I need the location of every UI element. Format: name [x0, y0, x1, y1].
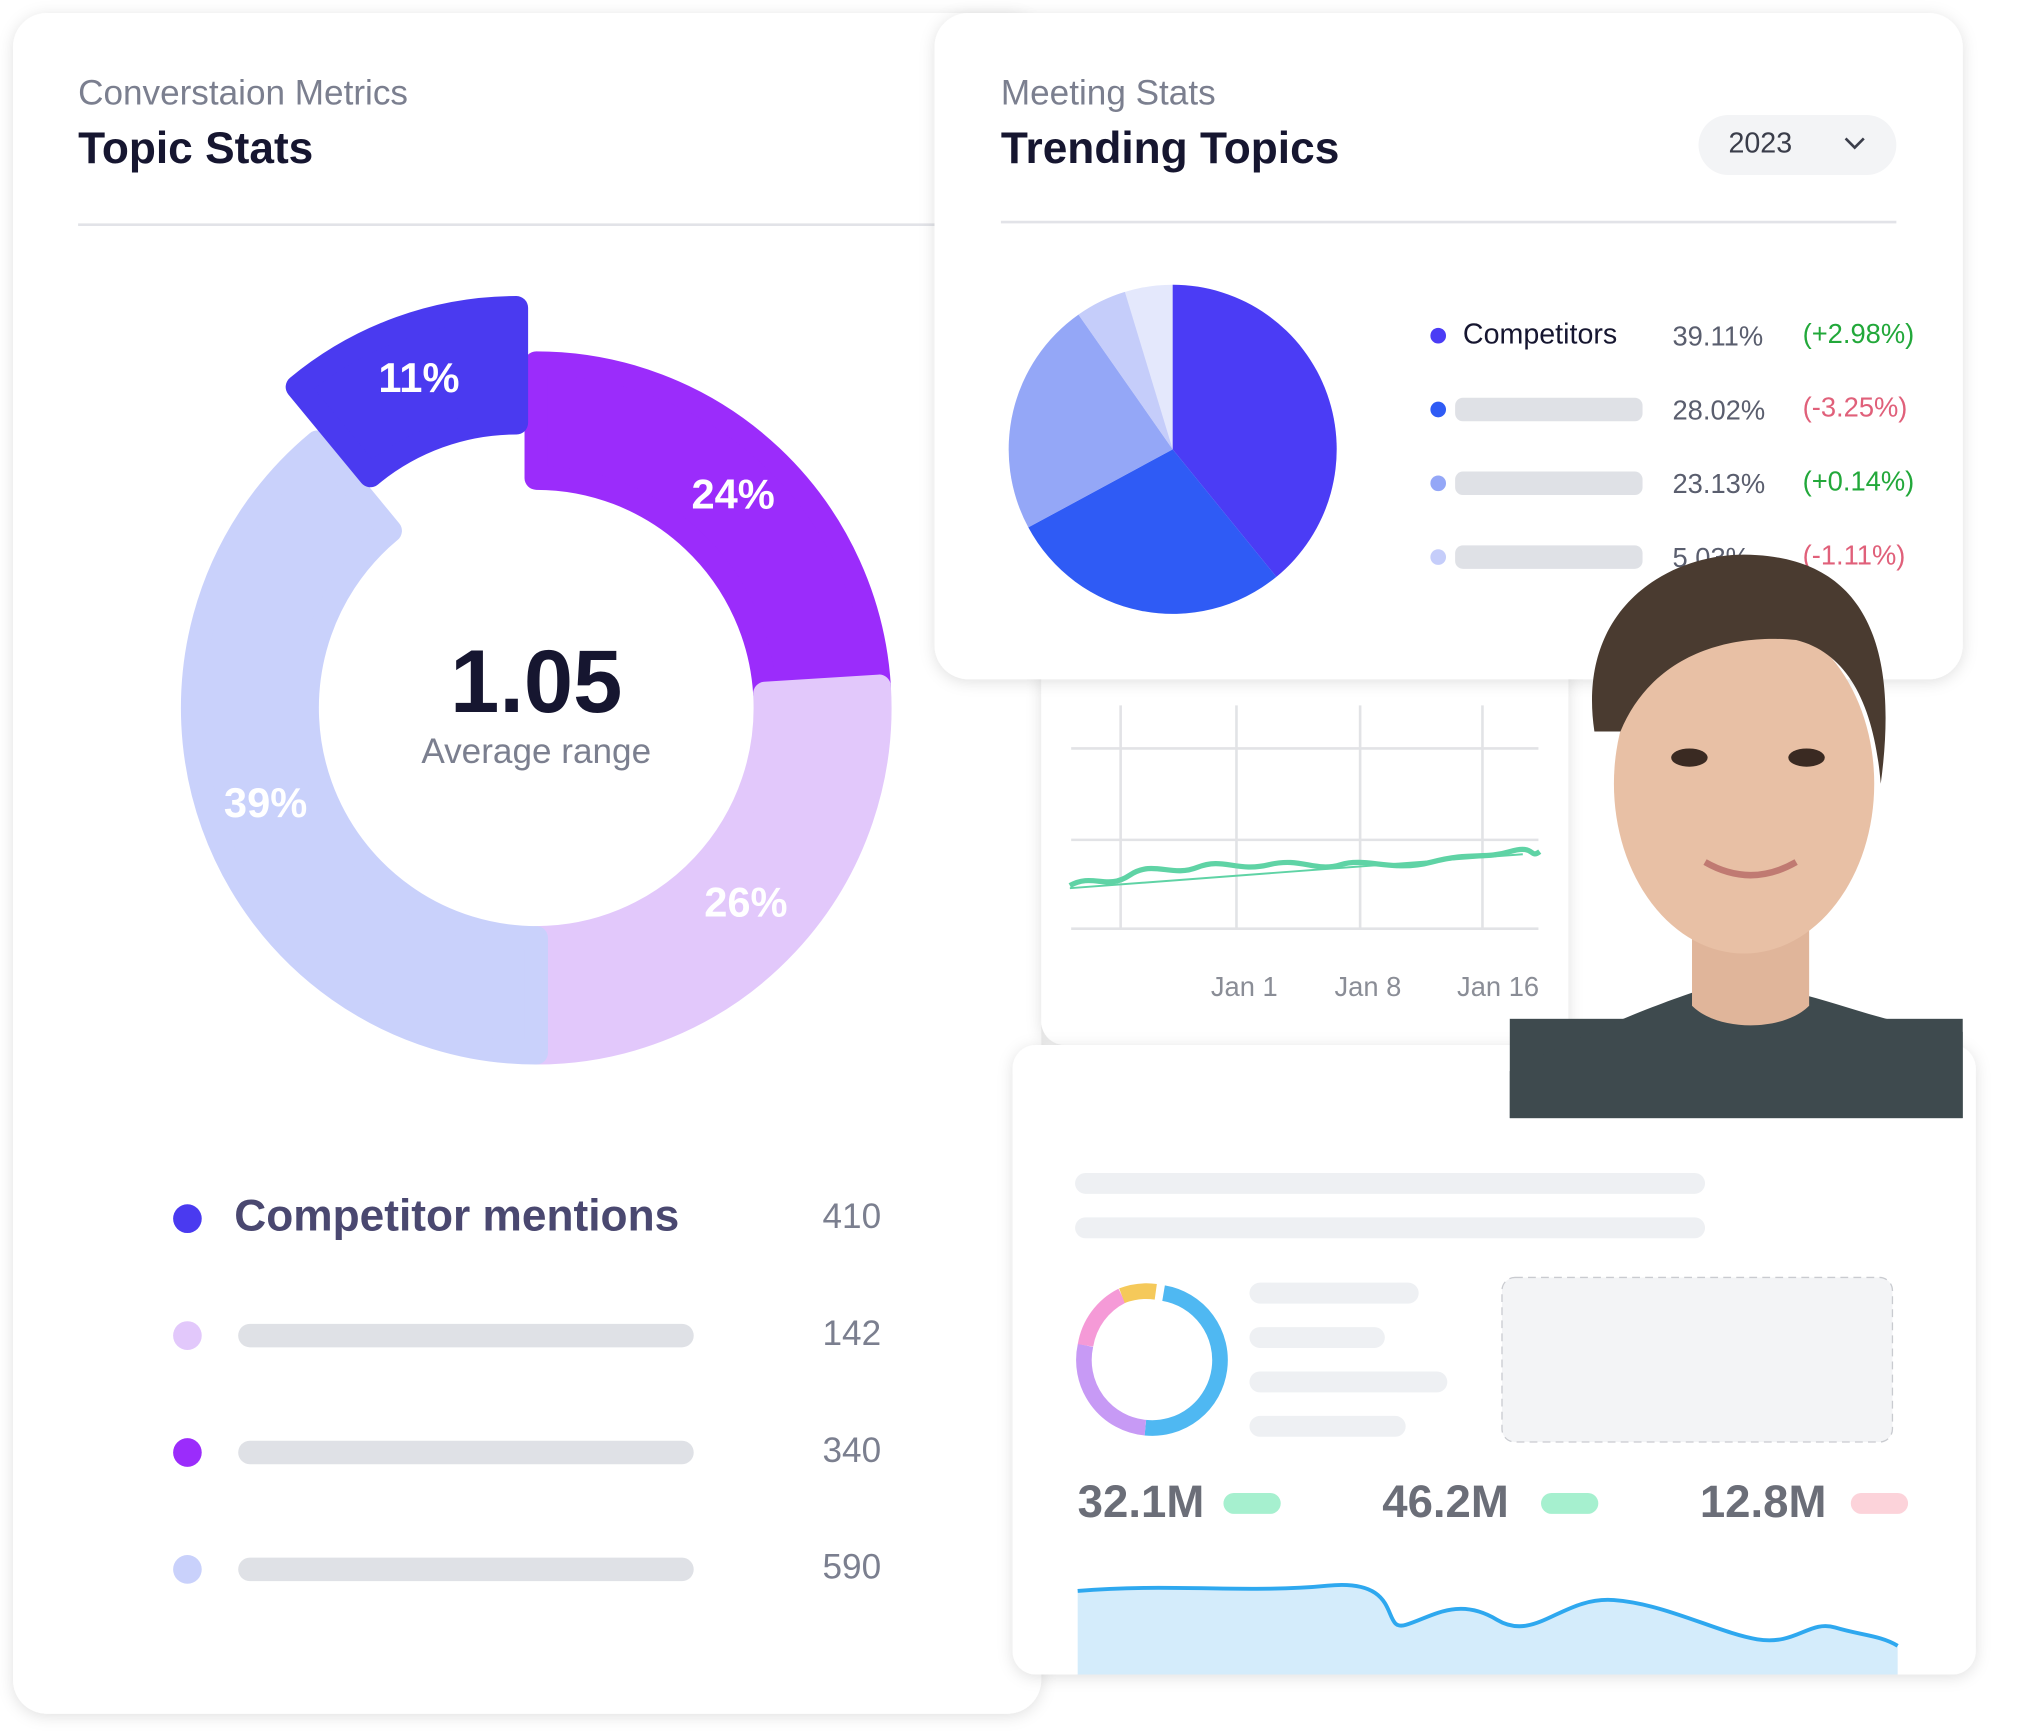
legend-value: 590	[823, 1548, 882, 1587]
photo	[1509, 554, 1963, 1119]
placeholder-bar	[1455, 397, 1643, 422]
x-tick-label: Jan 1	[1211, 971, 1278, 1002]
legend-change: (+0.14%)	[1803, 465, 1915, 496]
legend-change: (-1.11%)	[1803, 539, 1906, 570]
placeholder	[1075, 1172, 1706, 1437]
legend-value: 39.11%	[1672, 321, 1763, 352]
metric-pill	[1223, 1492, 1281, 1514]
segment-label: 26%	[704, 879, 787, 926]
area-line	[1077, 1582, 1899, 1648]
legend-label: Competitors	[1463, 318, 1617, 350]
x-tick-label: Jan 8	[1335, 971, 1402, 1002]
legend-value: 142	[823, 1314, 882, 1353]
x-tick-label: Jan 16	[1457, 971, 1539, 1002]
title: Topic Stats	[78, 124, 313, 173]
trend-fit	[1069, 853, 1523, 890]
legend-dot	[173, 1321, 202, 1350]
placeholder-bar	[1455, 545, 1643, 569]
segment-label: 39%	[224, 779, 307, 826]
card	[1012, 1044, 1976, 1675]
title: Trending Topics	[1001, 124, 1339, 173]
legend-label: Competitor mentions	[234, 1191, 679, 1240]
placeholder-box	[1501, 1276, 1894, 1443]
segment-label: 11%	[378, 354, 459, 401]
center-label: Average range	[421, 732, 651, 771]
metric: 32.1M	[1078, 1476, 1205, 1527]
area	[1077, 1584, 1898, 1675]
pie-slice	[1078, 291, 1173, 450]
legend-dot	[173, 1555, 202, 1584]
center-value: 1.05	[450, 632, 622, 731]
legend-dot	[1430, 401, 1447, 418]
legend-value: 28.02%	[1672, 394, 1765, 425]
chevron	[1844, 137, 1865, 150]
metric-pill	[1541, 1492, 1599, 1514]
legend-dot	[173, 1204, 202, 1234]
card	[1041, 653, 1569, 1045]
donut-segment	[524, 351, 891, 706]
donut-segment	[180, 430, 548, 1065]
placeholder-bar	[238, 1323, 694, 1348]
metric-pill	[1850, 1492, 1909, 1514]
pie-slice	[1008, 314, 1173, 528]
legend-change: (-3.25%)	[1803, 392, 1908, 423]
trend-line	[1068, 846, 1542, 888]
legend-dot	[1430, 327, 1447, 344]
metric: 46.2M	[1382, 1476, 1509, 1527]
placeholder-bar	[1455, 471, 1643, 496]
placeholder-bar	[238, 1440, 694, 1465]
legend-dot	[173, 1438, 202, 1467]
legend-change: (+2.98%)	[1803, 318, 1915, 349]
legend-value: 340	[823, 1431, 882, 1470]
placeholder-bar	[238, 1557, 694, 1582]
grid	[1071, 705, 1539, 931]
legend-value: 410	[823, 1197, 882, 1236]
segment-label: 24%	[691, 470, 774, 517]
donut-segment	[285, 296, 529, 488]
year: 2023	[1728, 128, 1792, 160]
mini-donut	[1076, 1283, 1228, 1436]
pie-slice	[1028, 449, 1277, 614]
subtitle: Converstaion Metrics	[78, 74, 408, 113]
card	[13, 13, 1042, 1714]
metric: 12.8M	[1700, 1476, 1827, 1527]
year-dropdown[interactable]	[1698, 114, 1897, 176]
subtitle: Meeting Stats	[1001, 74, 1216, 113]
pie-slice	[1172, 284, 1337, 577]
legend-dot	[1430, 549, 1447, 565]
legend-dot	[1430, 475, 1447, 492]
donut-segment	[524, 674, 892, 1065]
legend-value: 23.13%	[1672, 468, 1765, 499]
